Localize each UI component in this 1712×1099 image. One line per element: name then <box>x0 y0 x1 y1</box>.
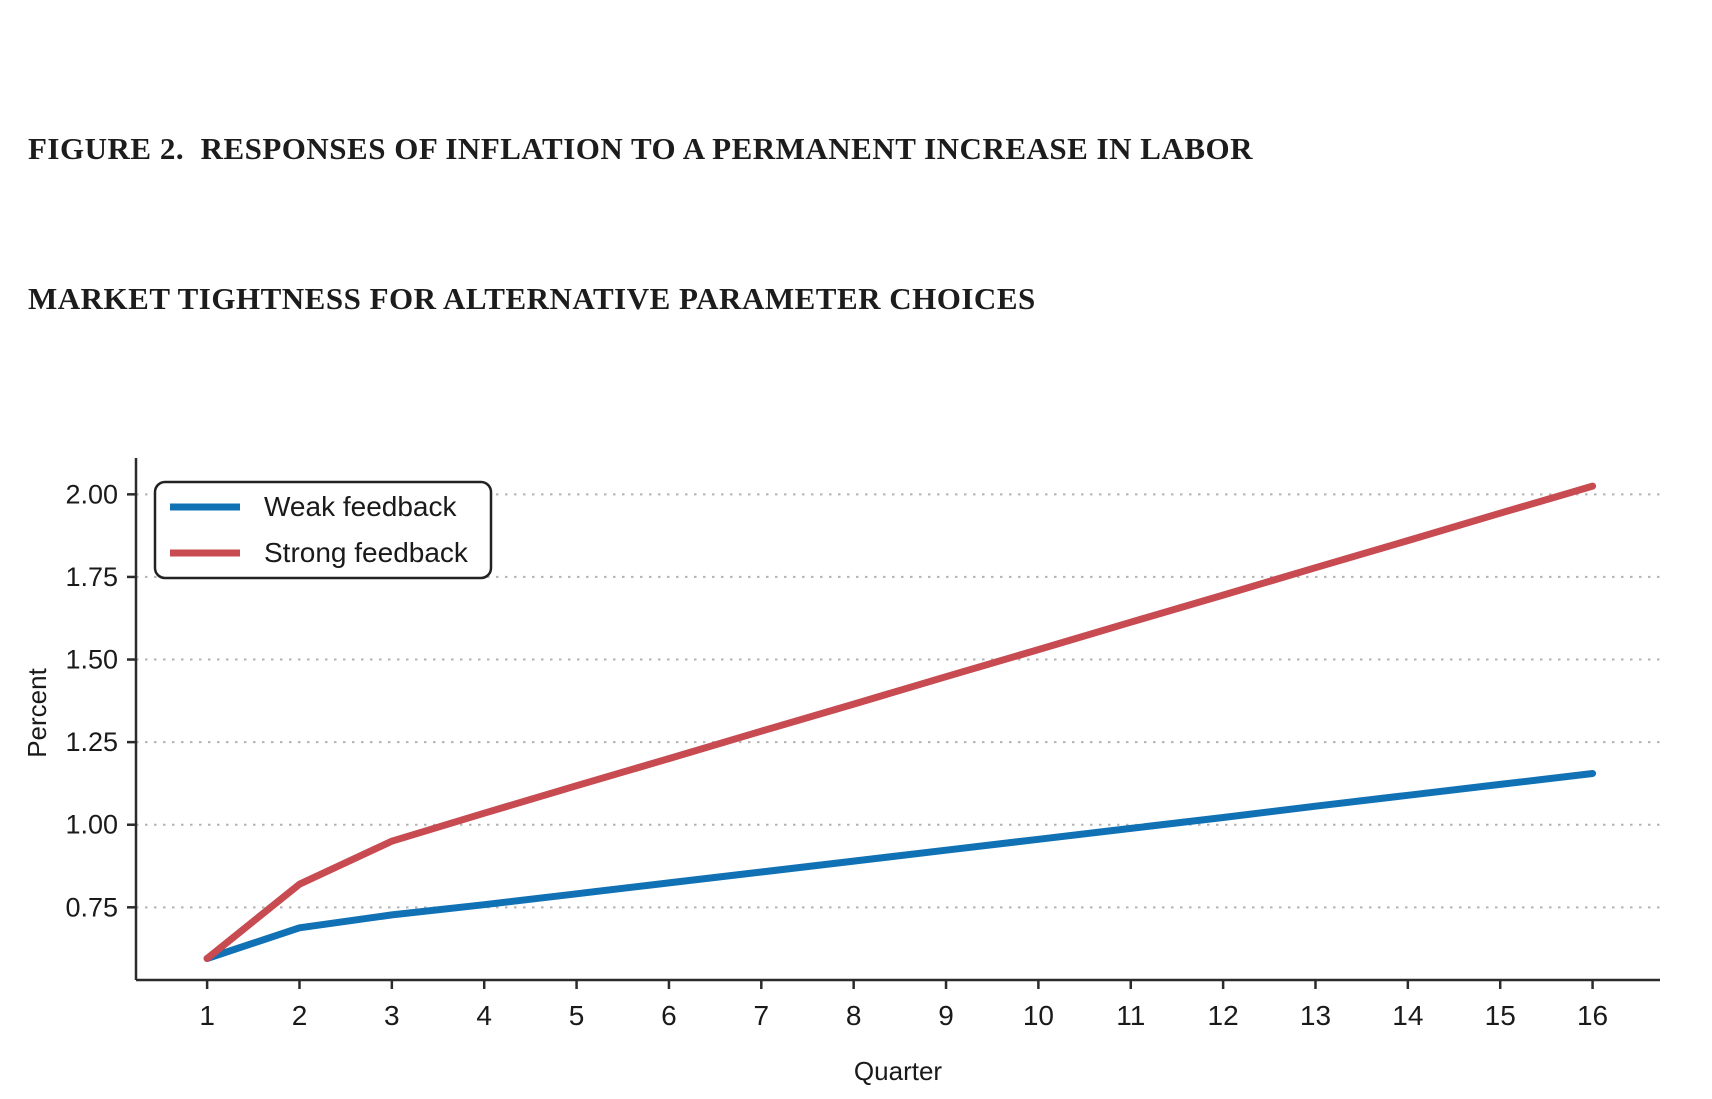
legend-label-weak-feedback: Weak feedback <box>264 491 457 522</box>
x-tick-label: 13 <box>1300 1000 1331 1031</box>
x-tick-label: 6 <box>661 1000 677 1031</box>
x-axis-label: Quarter <box>854 1056 942 1086</box>
y-tick-label: 2.00 <box>65 479 118 509</box>
x-tick-label: 12 <box>1208 1000 1239 1031</box>
x-tick-label: 11 <box>1116 1000 1145 1031</box>
y-tick-label: 0.75 <box>65 892 118 922</box>
x-tick-label: 10 <box>1023 1000 1054 1031</box>
x-tick-label: 8 <box>846 1000 862 1031</box>
legend: Weak feedback Strong feedback <box>153 480 493 580</box>
y-tick-label: 1.75 <box>65 562 118 592</box>
figure-title-line2: MARKET TIGHTNESS FOR ALTERNATIVE PARAMET… <box>28 281 1036 316</box>
y-tick-label: 1.25 <box>65 727 118 757</box>
y-axis-label: Percent <box>22 667 52 757</box>
legend-label-strong-feedback: Strong feedback <box>264 537 469 568</box>
x-tick-label: 14 <box>1392 1000 1423 1031</box>
x-tick-label: 5 <box>569 1000 585 1031</box>
figure-title: FIGURE 2. RESPONSES OF INFLATION TO A PE… <box>0 0 1712 424</box>
chart-canvas: 0.751.001.251.501.752.001 2 3 4 5 6 7 8 9 10 11 12 1… <box>22 458 1660 1086</box>
x-tick-label: 1 <box>199 1000 215 1031</box>
figure-title-line1: FIGURE 2. RESPONSES OF INFLATION TO A PE… <box>28 131 1254 166</box>
x-tick-label: 15 <box>1485 1000 1516 1031</box>
y-tick-label: 1.50 <box>65 645 118 675</box>
series-line-weak-feedback <box>203 770 1597 962</box>
line-chart: 0.75 1.00 1.25 1.50 1.75 2.00 1 2 3 4 5 6 7 8 9 10 11 12 1… <box>0 430 1712 1094</box>
x-tick-label: 16 <box>1577 1000 1608 1031</box>
x-tick-label: 4 <box>476 1000 492 1031</box>
x-tick-label: 3 <box>384 1000 400 1031</box>
x-tick-label: 2 <box>292 1000 308 1031</box>
x-tick-label: 9 <box>938 1000 954 1031</box>
x-tick-label: 7 <box>754 1000 770 1031</box>
y-tick-label: 1.00 <box>65 810 118 840</box>
